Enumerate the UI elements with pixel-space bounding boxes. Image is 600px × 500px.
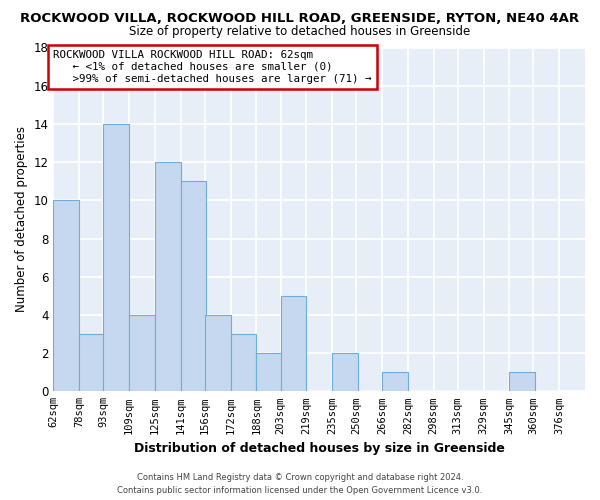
Bar (79, 334, 105, 392)
Bar (332, 353, 358, 392)
Bar (155, 162, 181, 392)
Bar (181, 181, 206, 392)
Text: Contains HM Land Registry data © Crown copyright and database right 2024.
Contai: Contains HM Land Registry data © Crown c… (118, 474, 482, 495)
Bar (103, 124, 129, 392)
Bar (230, 334, 256, 392)
Bar (53, 200, 79, 392)
Bar (256, 353, 282, 392)
Bar (509, 372, 535, 392)
Y-axis label: Number of detached properties: Number of detached properties (15, 126, 28, 312)
Bar (382, 372, 408, 392)
X-axis label: Distribution of detached houses by size in Greenside: Distribution of detached houses by size … (134, 442, 505, 455)
Text: ROCKWOOD VILLA, ROCKWOOD HILL ROAD, GREENSIDE, RYTON, NE40 4AR: ROCKWOOD VILLA, ROCKWOOD HILL ROAD, GREE… (20, 12, 580, 26)
Text: ROCKWOOD VILLA ROCKWOOD HILL ROAD: 62sqm
   ← <1% of detached houses are smaller: ROCKWOOD VILLA ROCKWOOD HILL ROAD: 62sqm… (53, 50, 372, 84)
Bar (129, 315, 155, 392)
Text: Size of property relative to detached houses in Greenside: Size of property relative to detached ho… (130, 25, 470, 38)
Bar (205, 315, 230, 392)
Bar (281, 296, 307, 392)
